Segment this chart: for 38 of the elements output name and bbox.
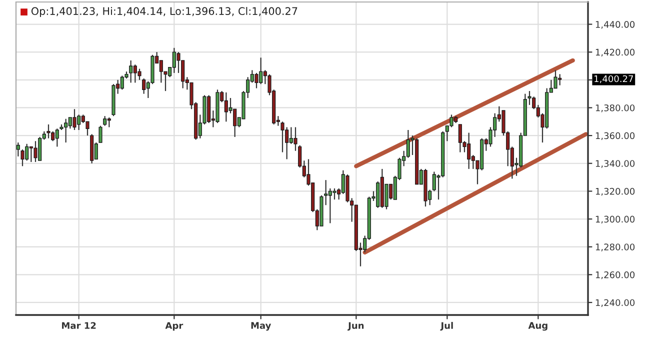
y-tick-label: 1,380.00 bbox=[596, 104, 635, 112]
y-tick-label: 1,340.00 bbox=[596, 160, 635, 168]
y-tick-label: 1,240.00 bbox=[596, 299, 635, 307]
candlestick bbox=[280, 121, 284, 153]
y-tick-label: 1,420.00 bbox=[596, 48, 635, 57]
candlestick bbox=[20, 148, 24, 167]
candlestick bbox=[72, 108, 76, 131]
candlestick bbox=[254, 72, 258, 89]
y-tick-label: 1,260.00 bbox=[596, 271, 635, 280]
candlestick bbox=[55, 128, 59, 148]
candlestick bbox=[142, 78, 146, 94]
y-tick-label: 1,300.00 bbox=[596, 216, 635, 224]
x-tick-label: Aug bbox=[528, 322, 548, 331]
candlestick bbox=[46, 124, 50, 139]
candlestick bbox=[138, 68, 142, 80]
x-tick-label: Jun bbox=[348, 322, 364, 331]
candlestick bbox=[528, 90, 532, 106]
x-tick-label: Jul bbox=[440, 322, 453, 331]
candlestick bbox=[98, 125, 102, 144]
candlestick bbox=[332, 188, 336, 200]
x-tick-label: Mar 12 bbox=[62, 322, 96, 329]
candlestick bbox=[294, 126, 298, 152]
candlestick bbox=[34, 140, 38, 163]
candlestick bbox=[107, 116, 111, 128]
candlestick bbox=[554, 70, 558, 89]
annotation: Op:1,401.23, Hi:1,404.14, Lo:1,396.13, Cl:1,400.27 bbox=[31, 6, 298, 18]
candlestick bbox=[450, 114, 454, 128]
candlestick bbox=[103, 116, 107, 126]
text: 1,400.27 bbox=[594, 75, 633, 84]
y-tick-label: 1,440.00 bbox=[596, 20, 635, 29]
candlestick bbox=[324, 180, 328, 206]
y-tick-label: 1,280.00 bbox=[596, 244, 635, 252]
x-tick-label: May bbox=[251, 322, 272, 331]
y-tick-label: 1,360.00 bbox=[596, 132, 635, 140]
y-tick-label: 1,320.00 bbox=[596, 188, 635, 196]
x-tick-label: Apr bbox=[165, 322, 184, 331]
candlestick bbox=[16, 142, 20, 157]
candlestick bbox=[129, 60, 133, 84]
